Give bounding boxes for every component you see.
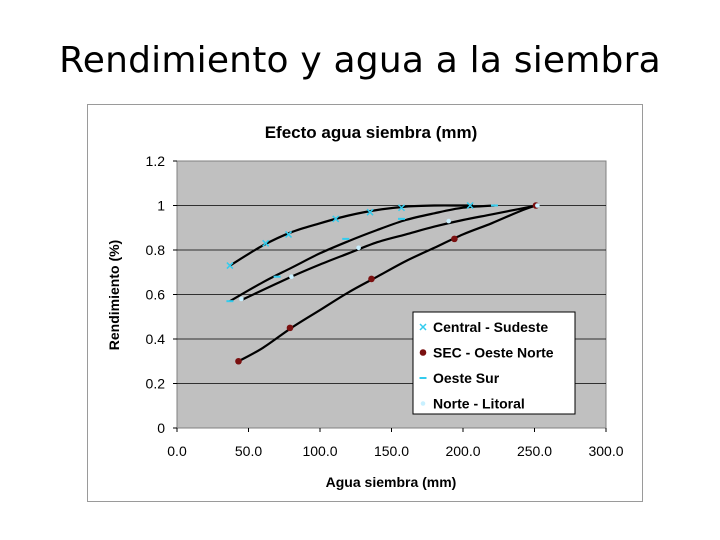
marker-stroke bbox=[332, 215, 340, 223]
legend: Central - Sudeste SEC - Oeste Norte Oeste … bbox=[412, 311, 576, 415]
x-tick-label: 150.0 bbox=[374, 443, 409, 459]
data-point bbox=[451, 235, 458, 243]
marker-stroke bbox=[226, 262, 234, 270]
y-tick-label: 0 bbox=[157, 420, 165, 436]
data-point bbox=[535, 203, 540, 208]
marker-stroke bbox=[285, 230, 293, 238]
data-point bbox=[356, 245, 361, 251]
legend-label: SEC - Oeste Norte bbox=[433, 345, 554, 361]
legend-marker bbox=[419, 323, 427, 331]
trend-line bbox=[240, 204, 538, 302]
legend-label: Oeste Sur bbox=[433, 370, 500, 386]
data-point bbox=[226, 262, 234, 270]
y-tick-label: 1 bbox=[157, 198, 165, 214]
legend-marker bbox=[420, 401, 426, 406]
legend-label: Norte - Litoral bbox=[433, 396, 525, 412]
data-point bbox=[368, 275, 375, 283]
y-tick-label: 0.2 bbox=[146, 376, 166, 392]
data-point bbox=[397, 204, 406, 212]
chart-title: Efecto agua siembra (mm) bbox=[265, 123, 478, 142]
data-point bbox=[285, 230, 293, 238]
chart: Efecto agua siembra (mm) 0 0.2 0.4 0.6 0.8 1 1… bbox=[106, 123, 624, 490]
data-point bbox=[332, 215, 340, 223]
legend-marker bbox=[419, 349, 427, 356]
x-tick-label: 200.0 bbox=[445, 443, 480, 459]
x-tick-label: 50.0 bbox=[235, 443, 262, 459]
data-point bbox=[366, 208, 374, 216]
trend-line bbox=[229, 204, 495, 303]
data-point bbox=[235, 357, 242, 365]
x-tick-label: 100.0 bbox=[302, 443, 337, 459]
y-tick-label: 1.2 bbox=[146, 153, 166, 169]
marker-stroke bbox=[366, 208, 374, 216]
x-tick-label: 0.0 bbox=[167, 443, 187, 459]
data-point bbox=[446, 218, 452, 224]
legend-label: Central - Sudeste bbox=[433, 319, 548, 335]
x-tick-label: 250.0 bbox=[517, 443, 552, 459]
data-point bbox=[466, 201, 474, 210]
marker-stroke bbox=[466, 201, 474, 210]
y-tick-label: 0.6 bbox=[146, 287, 166, 303]
x-axis-label: Agua siembra (mm) bbox=[326, 474, 457, 490]
trend-line bbox=[229, 204, 473, 267]
y-axis-label: Rendimiento (%) bbox=[106, 240, 122, 350]
data-point bbox=[239, 296, 244, 302]
marker-stroke bbox=[397, 204, 406, 212]
x-tick-label: 300.0 bbox=[588, 443, 623, 459]
marker-stroke bbox=[262, 239, 270, 247]
y-tick-label: 0.8 bbox=[146, 242, 166, 258]
data-point bbox=[289, 274, 294, 279]
data-point bbox=[286, 324, 294, 332]
marker-stroke bbox=[419, 323, 427, 331]
slide-title: Rendimiento y agua a la siembra bbox=[59, 40, 661, 81]
legend-box bbox=[412, 311, 576, 415]
chart-frame: Efecto agua siembra (mm) 0 0.2 0.4 0.6 0.8 1 1… bbox=[87, 104, 643, 502]
data-point bbox=[262, 239, 270, 247]
y-tick-label: 0.4 bbox=[146, 331, 166, 347]
